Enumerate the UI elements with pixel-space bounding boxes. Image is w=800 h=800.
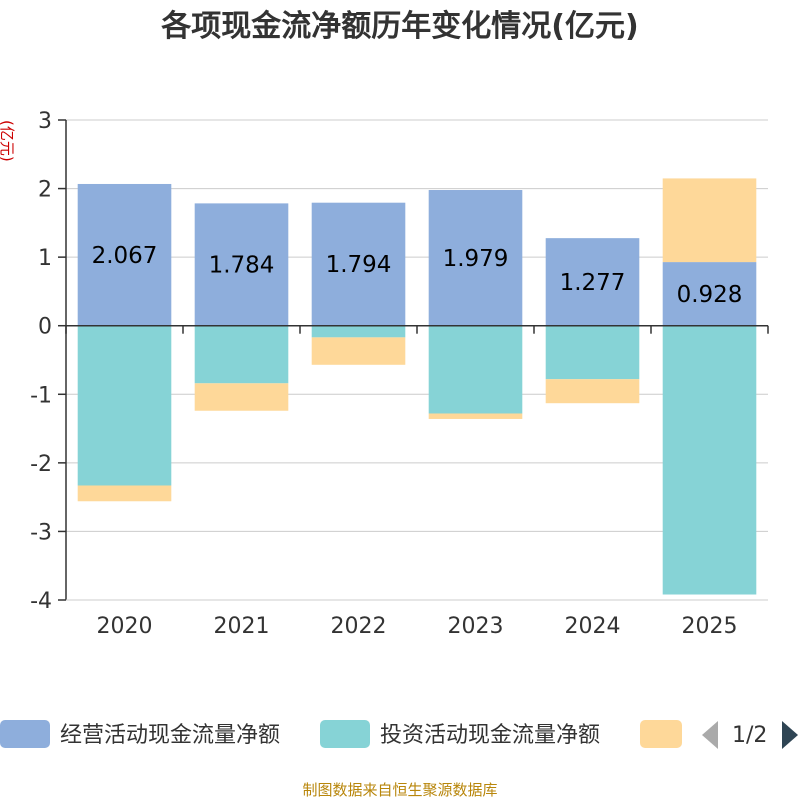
bar-value-label: 1.784 — [209, 253, 275, 279]
y-tick-label: -3 — [30, 520, 52, 545]
legend-swatch-investing[interactable] — [320, 720, 370, 748]
legend: 经营活动现金流量净额 投资活动现金流量净额 1/2 — [0, 720, 798, 749]
y-axis-unit: (亿元) — [0, 120, 16, 162]
bar-1-2025 — [662, 262, 757, 326]
bar-1-2024 — [545, 238, 640, 326]
bar-3-2023 — [428, 413, 523, 419]
y-tick-label: 3 — [38, 109, 52, 134]
legend-label-operating[interactable]: 经营活动现金流量净额 — [60, 723, 280, 748]
bar-1-2020 — [77, 183, 172, 326]
legend-swatch-operating[interactable] — [0, 720, 50, 748]
bar-value-label: 2.067 — [92, 243, 158, 269]
bar-1-2023 — [428, 190, 523, 326]
y-tick-label: 1 — [38, 246, 52, 271]
legend-next-page-icon[interactable] — [782, 721, 798, 749]
legend-page-indicator: 1/2 — [732, 723, 767, 748]
chart-title: 各项现金流净额历年变化情况(亿元) — [160, 9, 638, 44]
bar-labels: 2.067 1.784 1.794 1.979 1.277 0.928 — [92, 243, 743, 308]
bar-value-label: 1.277 — [560, 270, 626, 296]
x-tick-label: 2025 — [682, 614, 738, 639]
bar-2-2024 — [545, 325, 640, 380]
x-tick-label: 2022 — [331, 614, 387, 639]
y-tick-label: 0 — [38, 315, 52, 340]
bar-value-label: 0.928 — [677, 282, 743, 308]
data-source-footer: 制图数据来自恒生聚源数据库 — [302, 781, 497, 799]
y-tick-label: -2 — [30, 452, 52, 477]
x-tick-label: 2024 — [565, 614, 621, 639]
bar-2-2022 — [311, 325, 406, 338]
x-tick-label: 2023 — [448, 614, 504, 639]
bar-3-2025 — [662, 178, 757, 263]
legend-prev-page-icon[interactable] — [702, 721, 718, 749]
bar-2-2025 — [662, 325, 757, 595]
y-tick-label: -1 — [30, 383, 52, 408]
bar-3-2020 — [77, 485, 172, 502]
legend-swatch-third[interactable] — [640, 720, 682, 748]
y-tick-label: -4 — [30, 589, 52, 614]
axes: 3 2 1 0 -1 -2 -3 -4 2020 2021 2022 2023 2024 2025 — [30, 109, 769, 639]
bars — [77, 178, 757, 595]
bar-3-2021 — [194, 383, 289, 411]
x-tick-label: 2021 — [214, 614, 270, 639]
x-tick-label: 2020 — [97, 614, 153, 639]
bar-2-2023 — [428, 325, 523, 414]
bar-value-label: 1.979 — [443, 246, 509, 272]
bar-1-2022 — [311, 202, 406, 326]
bar-2-2020 — [77, 325, 172, 486]
bar-2-2021 — [194, 325, 289, 384]
y-tick-label: 2 — [38, 178, 52, 203]
bar-1-2021 — [194, 203, 289, 326]
bar-3-2022 — [311, 337, 406, 365]
legend-label-investing[interactable]: 投资活动现金流量净额 — [380, 723, 600, 748]
bar-value-label: 1.794 — [326, 252, 392, 278]
bar-3-2024 — [545, 379, 640, 404]
